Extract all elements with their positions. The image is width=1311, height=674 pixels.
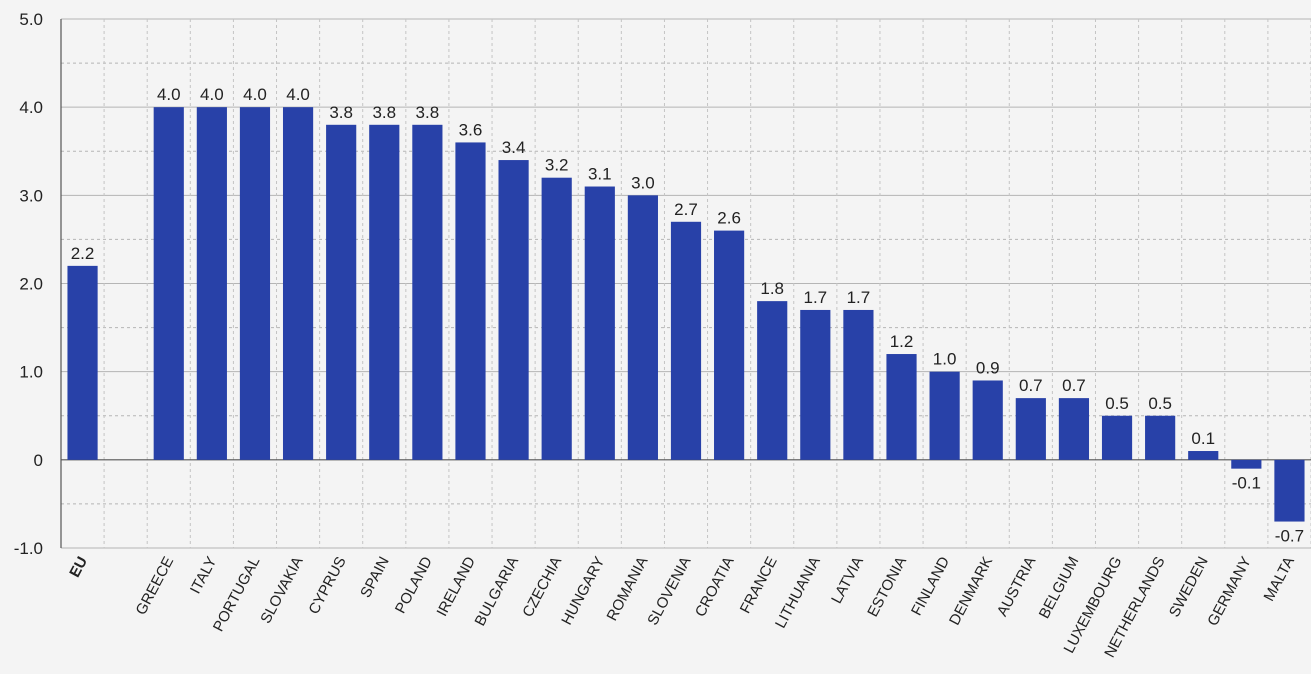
x-tick-label: ROMANIA bbox=[604, 554, 652, 624]
data-label: -0.7 bbox=[1275, 527, 1304, 546]
data-label: 0.5 bbox=[1105, 394, 1129, 413]
bar bbox=[1101, 415, 1133, 460]
bar bbox=[67, 265, 98, 460]
data-label: 2.2 bbox=[71, 244, 95, 263]
bar bbox=[800, 309, 831, 460]
bar bbox=[714, 230, 745, 460]
data-label: 3.2 bbox=[545, 156, 569, 175]
x-tick-label: BELGIUM bbox=[1036, 554, 1083, 622]
x-tick-label: FINLAND bbox=[908, 554, 953, 619]
y-tick-label: 3.0 bbox=[19, 186, 43, 205]
data-label: 3.0 bbox=[631, 173, 655, 192]
bar bbox=[326, 124, 357, 460]
bars bbox=[67, 107, 1305, 522]
data-label: 0.1 bbox=[1191, 429, 1215, 448]
data-label: 4.0 bbox=[243, 85, 267, 104]
data-label: 3.8 bbox=[329, 103, 353, 122]
data-label: 3.8 bbox=[416, 103, 440, 122]
x-tick-label: SLOVAKIA bbox=[257, 554, 306, 627]
x-tick-label: SLOVENIA bbox=[644, 554, 694, 628]
data-label: 3.6 bbox=[459, 120, 483, 139]
bar bbox=[670, 221, 702, 460]
x-tick-label: CZECHIA bbox=[519, 554, 565, 620]
x-tick-label: GREECE bbox=[133, 554, 178, 618]
bar bbox=[282, 107, 314, 460]
x-tick-label: CYPRUS bbox=[305, 554, 349, 617]
bar bbox=[843, 309, 874, 460]
bar bbox=[1274, 459, 1305, 522]
x-tick-label: SPAIN bbox=[357, 554, 393, 601]
data-label: -0.1 bbox=[1232, 474, 1261, 493]
x-tick-label: BULGARIA bbox=[471, 554, 522, 629]
bar bbox=[757, 301, 788, 460]
bar bbox=[1145, 415, 1176, 460]
x-tick-label: HUNGARY bbox=[558, 554, 608, 628]
y-tick-label: 5.0 bbox=[19, 10, 43, 29]
y-tick-label: 4.0 bbox=[19, 98, 43, 117]
data-label: 0.7 bbox=[1019, 376, 1043, 395]
bar bbox=[412, 124, 443, 460]
bar bbox=[196, 107, 227, 460]
bar bbox=[972, 380, 1003, 460]
x-tick-label: SWEDEN bbox=[1166, 554, 1212, 620]
x-tick-label: ITALY bbox=[187, 554, 221, 597]
y-tick-label: 2.0 bbox=[19, 275, 43, 294]
bar bbox=[584, 186, 615, 460]
bar bbox=[1058, 398, 1090, 460]
data-label: 1.2 bbox=[890, 332, 914, 351]
y-tick-label: 0 bbox=[34, 451, 43, 470]
x-tick-label: ESTONIA bbox=[864, 554, 910, 620]
data-label: 1.7 bbox=[847, 288, 871, 307]
data-labels: 2.2 4.0 4.0 4.0 4.0 3.8 3.8 3.8 3.6 3.4 3.2 3.1 3.0 2… bbox=[71, 85, 1304, 545]
data-label: 1.7 bbox=[803, 288, 827, 307]
data-label: 0.5 bbox=[1148, 394, 1172, 413]
bar bbox=[153, 107, 184, 460]
x-tick-label: LITHUANIA bbox=[772, 554, 824, 631]
bar bbox=[369, 124, 400, 460]
x-tick-label: POLAND bbox=[392, 554, 436, 617]
data-label: 3.4 bbox=[502, 138, 526, 157]
bar bbox=[886, 354, 917, 460]
data-label: 4.0 bbox=[157, 85, 181, 104]
bar bbox=[541, 177, 572, 460]
bar bbox=[929, 371, 960, 460]
data-label: 4.0 bbox=[286, 85, 310, 104]
data-label: 0.9 bbox=[976, 358, 1000, 377]
x-tick-label: IRELAND bbox=[433, 554, 479, 620]
x-tick-label: EU bbox=[66, 554, 91, 580]
bar bbox=[239, 107, 271, 460]
y-tick-label: -1.0 bbox=[14, 539, 43, 558]
x-tick-label: LATVIA bbox=[828, 554, 867, 607]
data-label: 3.1 bbox=[588, 165, 612, 184]
bar bbox=[1188, 451, 1219, 460]
bar bbox=[1231, 459, 1262, 469]
bar bbox=[1015, 398, 1046, 460]
x-tick-label: GERMANY bbox=[1204, 554, 1255, 629]
y-tick-label: 1.0 bbox=[19, 363, 43, 382]
data-label: 2.7 bbox=[674, 200, 698, 219]
data-label: 2.6 bbox=[717, 209, 741, 228]
x-tick-label: CROATIA bbox=[692, 554, 738, 620]
x-tick-label: MALTA bbox=[1261, 554, 1298, 604]
bar bbox=[498, 160, 529, 460]
data-label: 3.8 bbox=[372, 103, 396, 122]
x-tick-label: DENMARK bbox=[946, 554, 996, 628]
bar bbox=[455, 142, 486, 460]
data-label: 4.0 bbox=[200, 85, 224, 104]
x-tick-label: AUSTRIA bbox=[994, 554, 1040, 619]
data-label: 0.7 bbox=[1062, 376, 1086, 395]
data-label: 1.0 bbox=[933, 350, 957, 369]
bar bbox=[627, 195, 658, 460]
data-label: 1.8 bbox=[760, 279, 784, 298]
x-tick-label: FRANCE bbox=[737, 554, 781, 616]
